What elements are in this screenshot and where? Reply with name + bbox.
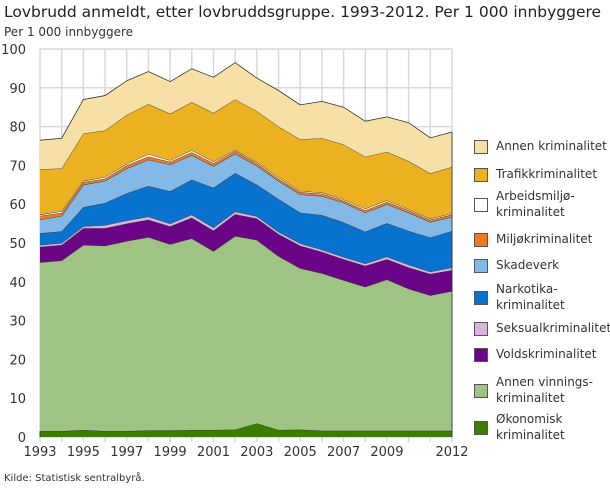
x-tick-label: 1995 bbox=[67, 445, 100, 460]
y-tick-label: 0 bbox=[18, 431, 26, 446]
y-tick-label: 70 bbox=[9, 159, 26, 174]
area-annen-kriminalitet bbox=[40, 62, 452, 174]
area-annen-vinningskriminalitet bbox=[40, 236, 452, 432]
legend-label: kriminalitet bbox=[496, 298, 565, 312]
x-tick-label: 1993 bbox=[23, 445, 56, 460]
legend-swatch bbox=[474, 322, 488, 336]
y-tick-label: 50 bbox=[9, 237, 26, 252]
source-note: Kilde: Statistisk sentralbyrå. bbox=[4, 473, 145, 484]
legend-label: Trafikkriminalitet bbox=[496, 167, 598, 181]
legend-label: kriminalitet bbox=[496, 205, 565, 219]
x-tick-label: 2003 bbox=[240, 445, 273, 460]
legend-swatch bbox=[474, 384, 488, 398]
legend-label: Annen kriminalitet bbox=[496, 139, 607, 153]
area-miljøkriminalitet bbox=[40, 151, 452, 223]
x-tick-label: 2009 bbox=[370, 445, 403, 460]
legend-swatch bbox=[474, 168, 488, 182]
legend-swatch bbox=[474, 291, 488, 305]
y-tick-label: 40 bbox=[9, 276, 26, 291]
area-seksualkriminalitet bbox=[40, 211, 452, 275]
area-voldskriminalitet bbox=[40, 214, 452, 296]
legend-label: Voldskriminalitet bbox=[496, 347, 597, 361]
legend-label: Skadeverk bbox=[496, 258, 560, 272]
area-outline bbox=[39, 62, 453, 141]
y-tick-label: 100 bbox=[1, 43, 26, 58]
area-skadeverk bbox=[40, 153, 452, 238]
y-tick-label: 10 bbox=[9, 392, 26, 407]
y-tick-label: 60 bbox=[9, 198, 26, 213]
y-axis-label: Per 1 000 innbyggere bbox=[4, 25, 134, 39]
legend-label: Annen vinnings- bbox=[496, 375, 594, 389]
legend-swatch bbox=[474, 198, 488, 212]
legend-label: Økonomisk bbox=[496, 412, 563, 426]
y-tick-label: 80 bbox=[9, 121, 26, 136]
legend-label: kriminalitet bbox=[496, 428, 565, 442]
legend-swatch bbox=[474, 233, 488, 247]
y-tick-label: 20 bbox=[9, 353, 26, 368]
area-trafikkriminalitet bbox=[40, 99, 452, 219]
legend-label: Arbeidsmiljø- bbox=[496, 189, 575, 203]
x-tick-label: 2007 bbox=[327, 445, 360, 460]
legend-label: Narkotika- bbox=[496, 282, 558, 296]
legend-swatch bbox=[474, 421, 488, 435]
legend-label: Seksualkriminalitet bbox=[496, 321, 610, 335]
legend-swatch bbox=[474, 140, 488, 154]
chart-title: Lovbrudd anmeldt, etter lovbruddsgruppe.… bbox=[4, 3, 602, 21]
legend-swatch bbox=[474, 259, 488, 273]
area-økonomisk-kriminalitet bbox=[40, 423, 452, 437]
x-tick-label: 2005 bbox=[284, 445, 317, 460]
x-tick-label: 1997 bbox=[110, 445, 143, 460]
legend-label: kriminalitet bbox=[496, 391, 565, 405]
area-narkotikakriminalitet bbox=[40, 173, 452, 272]
y-tick-label: 90 bbox=[9, 82, 26, 97]
legend-label: Miljøkriminalitet bbox=[496, 232, 593, 246]
x-tick-label: 2012 bbox=[435, 445, 468, 460]
x-tick-label: 1999 bbox=[154, 445, 187, 460]
x-tick-label: 2001 bbox=[197, 445, 230, 460]
legend-swatch bbox=[474, 348, 488, 362]
y-tick-label: 30 bbox=[9, 315, 26, 330]
